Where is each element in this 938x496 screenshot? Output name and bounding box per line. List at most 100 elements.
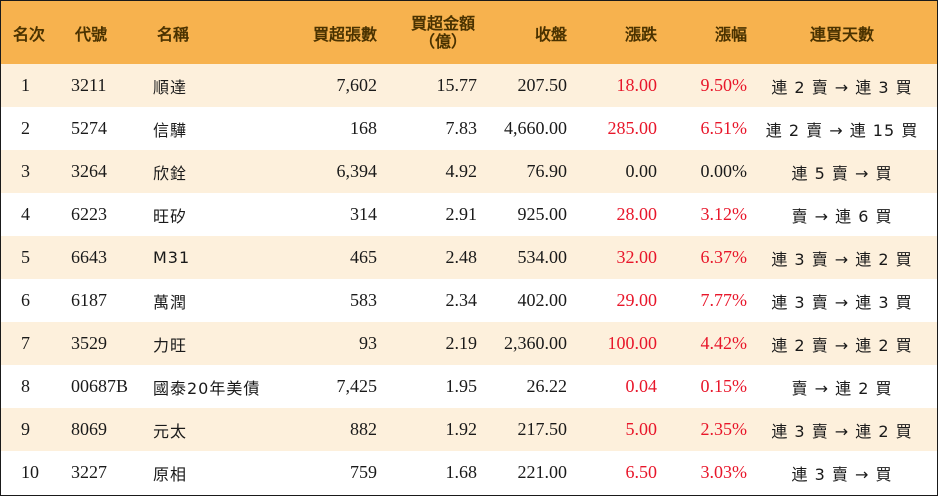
name-cell: 元太 — [153, 421, 188, 441]
change-pct-cell: 9.50% — [700, 75, 748, 95]
change-cell: 29.00 — [616, 290, 658, 310]
change-pct-cell: 4.42% — [700, 333, 748, 353]
net-buy-amount-cell: 2.48 — [445, 247, 478, 267]
rank-cell: 10 — [21, 462, 39, 482]
net-buy-lots-cell: 465 — [350, 247, 377, 267]
change-cell: 18.00 — [616, 75, 658, 95]
name-cell: 原相 — [153, 464, 188, 484]
name-cell: 順達 — [153, 77, 188, 97]
rank-cell: 4 — [21, 204, 30, 224]
code-cell: 00687B — [71, 376, 129, 396]
close-price-cell: 2,360.00 — [504, 333, 567, 353]
change-cell: 5.00 — [625, 419, 658, 439]
consecutive-buy-days-cell: 連 2 賣 → 連 3 買 — [771, 77, 913, 97]
table-row: 9 8069 元太 882 1.92 217.50 5.00 2.35% 連 3 賣 → 連 2… — [1, 408, 937, 451]
code-cell: 8069 — [71, 419, 107, 439]
net-buy-amount-cell: 7.83 — [445, 118, 478, 138]
name-cell: M31 — [153, 248, 191, 267]
change-cell: 28.00 — [616, 204, 658, 224]
net-buy-lots-cell: 583 — [350, 290, 377, 310]
change-cell: 6.50 — [625, 462, 658, 482]
close-price-cell: 534.00 — [517, 247, 568, 267]
close-price-cell: 26.22 — [526, 376, 568, 396]
name-cell: 旺矽 — [153, 206, 188, 226]
code-cell: 3264 — [71, 161, 107, 181]
net-buy-lots-cell: 882 — [350, 419, 377, 439]
rank-cell: 5 — [21, 247, 30, 267]
code-cell: 3529 — [71, 333, 107, 353]
net-buy-amount-cell: 1.68 — [445, 462, 478, 482]
consecutive-buy-days-cell: 賣 → 連 6 買 — [791, 206, 893, 226]
net-buy-amount-cell: 1.95 — [445, 376, 478, 396]
rank-cell: 7 — [21, 333, 30, 353]
change-pct-cell: 3.03% — [700, 462, 748, 482]
table-header-row: 名次 代號 名稱 買超張數 買超金額 （億） 收盤 漲跌 漲幅 連買天數 — [1, 1, 937, 64]
header-net-buy-lots: 買超張數 — [312, 24, 377, 44]
consecutive-buy-days-cell: 連 5 賣 → 買 — [791, 163, 893, 183]
change-pct-cell: 6.51% — [700, 118, 748, 138]
change-cell: 32.00 — [616, 247, 658, 267]
name-cell: 萬潤 — [153, 292, 188, 312]
rank-cell: 6 — [21, 290, 30, 310]
name-cell: 信驊 — [153, 120, 188, 140]
code-cell: 6223 — [71, 204, 107, 224]
change-pct-cell: 6.37% — [700, 247, 748, 267]
consecutive-buy-days-cell: 連 2 賣 → 連 15 買 — [765, 120, 919, 140]
name-cell: 力旺 — [153, 335, 188, 355]
rank-cell: 8 — [21, 376, 30, 396]
rank-cell: 9 — [21, 419, 30, 439]
rank-cell: 1 — [21, 75, 30, 95]
name-cell: 國泰20年美債 — [153, 378, 261, 398]
table-row: 6 6187 萬潤 583 2.34 402.00 29.00 7.77% 連 3 賣 → 連 … — [1, 279, 937, 322]
net-buy-lots-cell: 6,394 — [336, 161, 378, 181]
net-buy-amount-cell: 15.77 — [436, 75, 478, 95]
change-cell: 0.00 — [625, 161, 658, 181]
net-buy-lots-cell: 314 — [350, 204, 377, 224]
close-price-cell: 76.90 — [526, 161, 568, 181]
net-buy-amount-cell: 2.91 — [445, 204, 478, 224]
header-net-buy-amount: 買超金額 （億） — [377, 1, 477, 64]
table-row: 2 5274 信驊 168 7.83 4,660.00 285.00 6.51% 連 2 賣 →… — [1, 107, 937, 150]
header-net-buy-amount-line2: （億） — [418, 31, 467, 51]
header-net-buy-amount-line1: 買超金額 — [410, 13, 475, 33]
header-rank: 名次 — [13, 24, 46, 44]
change-pct-cell: 2.35% — [700, 419, 748, 439]
change-pct-cell: 0.00% — [700, 161, 748, 181]
close-price-cell: 217.50 — [517, 419, 568, 439]
consecutive-buy-days-cell: 連 2 賣 → 連 2 買 — [771, 335, 913, 355]
net-buy-lots-cell: 7,425 — [336, 376, 378, 396]
header-change-pct: 漲幅 — [714, 24, 747, 44]
consecutive-buy-days-cell: 連 3 賣 → 連 2 買 — [771, 249, 913, 269]
change-pct-cell: 3.12% — [700, 204, 748, 224]
consecutive-buy-days-cell: 連 3 賣 → 買 — [791, 464, 893, 484]
rank-cell: 2 — [21, 118, 30, 138]
code-cell: 6643 — [71, 247, 107, 267]
code-cell: 3227 — [71, 462, 107, 482]
net-buy-lots-cell: 168 — [350, 118, 377, 138]
table-row: 7 3529 力旺 93 2.19 2,360.00 100.00 4.42% 連 2 賣 → … — [1, 322, 937, 365]
net-buy-amount-cell: 1.92 — [445, 419, 478, 439]
net-buy-amount-cell: 2.34 — [445, 290, 478, 310]
table-row: 8 00687B 國泰20年美債 7,425 1.95 26.22 0.04 0.15% 賣 →… — [1, 365, 937, 408]
header-change: 漲跌 — [624, 24, 657, 44]
code-cell: 6187 — [71, 290, 107, 310]
header-code: 代號 — [75, 24, 108, 44]
close-price-cell: 207.50 — [517, 75, 568, 95]
consecutive-buy-days-cell: 連 3 賣 → 連 3 買 — [771, 292, 913, 312]
close-price-cell: 925.00 — [517, 204, 568, 224]
close-price-cell: 402.00 — [517, 290, 568, 310]
change-pct-cell: 7.77% — [700, 290, 748, 310]
table-row: 5 6643 M31 465 2.48 534.00 32.00 6.37% 連 3 賣 → 連… — [1, 236, 937, 279]
header-consecutive-buy-days: 連買天數 — [809, 24, 874, 44]
table-row: 1 3211 順達 7,602 15.77 207.50 18.00 9.50% 連 2 賣 →… — [1, 64, 937, 107]
net-buy-lots-cell: 93 — [359, 333, 377, 353]
rank-cell: 3 — [21, 161, 30, 181]
table-row: 10 3227 原相 759 1.68 221.00 6.50 3.03% 連 3 賣 → 買 — [1, 451, 937, 494]
change-pct-cell: 0.15% — [700, 376, 748, 396]
close-price-cell: 221.00 — [517, 462, 568, 482]
change-cell: 100.00 — [607, 333, 658, 353]
net-buy-amount-cell: 2.19 — [445, 333, 478, 353]
table-row: 4 6223 旺矽 314 2.91 925.00 28.00 3.12% 賣 → 連 6 買 — [1, 193, 937, 236]
